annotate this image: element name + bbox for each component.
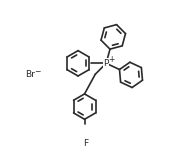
- Text: F: F: [83, 139, 88, 148]
- Text: +: +: [108, 55, 115, 64]
- Text: P: P: [104, 59, 109, 68]
- Text: −: −: [34, 67, 41, 76]
- Text: Br: Br: [25, 70, 35, 79]
